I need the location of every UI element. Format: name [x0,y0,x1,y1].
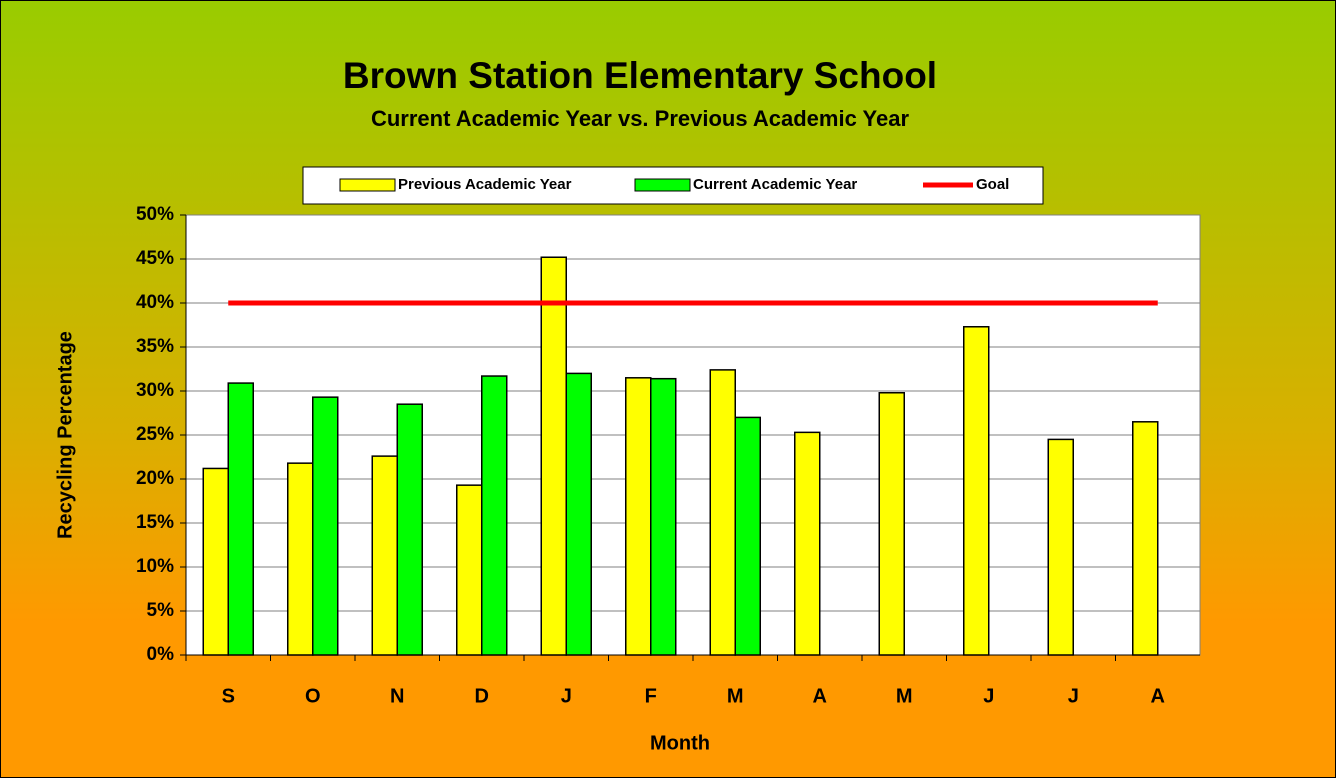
bar [878,392,905,656]
x-tick-label: D [475,685,489,707]
chart-subtitle: Current Academic Year vs. Previous Acade… [371,106,910,131]
x-tick-label: N [390,685,404,707]
x-tick-label: M [896,685,913,707]
x-tick-label: O [305,685,321,707]
x-tick-label: A [1151,685,1165,707]
x-tick-label: M [727,685,744,707]
y-tick-label: 30% [136,380,174,401]
bar [540,256,567,656]
bar [1132,421,1159,656]
bar [227,382,254,656]
x-tick-label: J [1068,685,1079,707]
chart-title: Brown Station Elementary School [343,55,937,96]
y-tick-label: 15% [136,512,174,533]
y-tick-label: 40% [136,292,174,313]
legend-swatch [634,178,691,192]
y-tick-label: 10% [136,556,174,577]
legend-label: Previous Academic Year [398,176,572,193]
bar [625,377,652,656]
y-tick-label: 5% [147,600,175,621]
x-tick-label: S [222,685,235,707]
bar [371,455,398,656]
x-tick-label: A [813,685,827,707]
legend-label: Goal [976,176,1009,193]
bar [650,377,677,656]
bar [734,416,761,656]
y-tick-label: 35% [136,336,174,357]
x-tick-label: J [561,685,572,707]
x-tick-label: J [983,685,994,707]
bar [963,326,990,656]
y-tick-label: 45% [136,248,174,269]
bar [709,369,736,656]
bar [456,484,483,656]
bar [312,396,339,656]
x-axis-label: Month [650,732,710,754]
legend-label: Current Academic Year [693,176,857,193]
legend-swatch [339,178,396,192]
y-tick-label: 0% [147,644,175,665]
bar [396,403,423,656]
bar [287,462,314,656]
bar [1047,438,1074,656]
y-axis-label: Recycling Percentage [54,331,76,539]
x-tick-label: F [645,685,657,707]
bar [481,375,508,656]
y-tick-label: 25% [136,424,174,445]
bar [565,372,592,656]
bar [794,431,821,656]
y-tick-label: 20% [136,468,174,489]
bar [202,467,229,656]
y-tick-label: 50% [136,204,174,225]
